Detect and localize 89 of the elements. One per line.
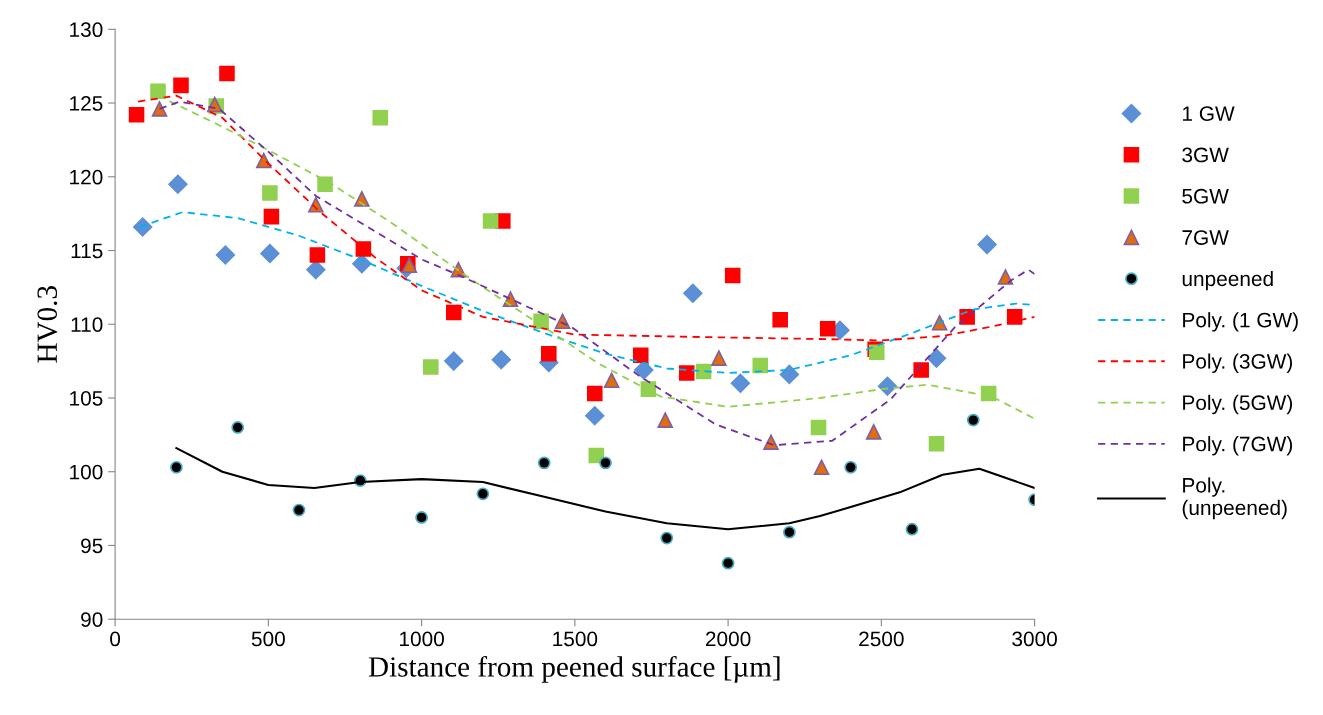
y-tick-label: 125 [70, 96, 103, 111]
y-tick-label: 105 [70, 390, 103, 406]
point [730, 373, 751, 393]
point [997, 269, 1014, 285]
point [634, 360, 654, 380]
point [782, 525, 796, 539]
point [541, 345, 557, 362]
y-tick-label: 120 [70, 169, 103, 185]
legend-label: Poly. (7GW) [1183, 436, 1293, 456]
point [170, 460, 183, 474]
legend-label: Poly. (5GW) [1183, 394, 1293, 415]
point [810, 419, 827, 436]
point [215, 245, 236, 265]
y-axis-title: HV0.3 [37, 286, 58, 363]
point [415, 511, 428, 524]
legend-label: 7GW [1182, 230, 1229, 245]
x-tick-label: 0 [110, 631, 121, 647]
point [632, 347, 649, 364]
point [168, 174, 188, 194]
point [151, 101, 168, 117]
point [905, 522, 919, 536]
point [309, 247, 326, 263]
point [819, 320, 836, 337]
y-tick-label: 100 [70, 464, 103, 480]
point [711, 350, 727, 366]
x-tick-label: 2500 [859, 631, 904, 647]
y-tick-label: 90 [81, 612, 103, 627]
point [133, 217, 153, 237]
y-tick-label: 130 [70, 22, 103, 38]
point [262, 185, 278, 201]
point [599, 456, 612, 470]
legend-label: Poly. (3GW) [1183, 353, 1293, 373]
point [586, 385, 603, 402]
legend-label: Poly. (1 GW) [1183, 312, 1298, 332]
point [317, 176, 333, 192]
point [966, 413, 980, 427]
point [877, 376, 898, 396]
point [640, 381, 657, 397]
point [779, 364, 800, 385]
point [476, 487, 490, 501]
legend-label: 5GW [1182, 188, 1229, 204]
point [231, 421, 245, 434]
point [292, 503, 306, 517]
point [813, 459, 830, 476]
point [306, 260, 326, 280]
point [444, 351, 464, 371]
point [482, 213, 499, 229]
x-tick-label: 2000 [705, 631, 751, 647]
point [128, 107, 145, 123]
point [928, 435, 945, 452]
point [683, 283, 703, 303]
legend-label: unpeened [1182, 270, 1273, 291]
y-tick-label: 95 [81, 538, 103, 554]
point [772, 312, 788, 328]
point [585, 406, 605, 426]
point [913, 362, 929, 378]
point [865, 424, 882, 440]
x-tick-label: 500 [251, 631, 285, 647]
point [537, 456, 551, 470]
point [263, 208, 280, 225]
point [724, 267, 741, 284]
point [977, 234, 997, 255]
point [603, 372, 620, 389]
legend-label: Poly. (unpeened) [1182, 477, 1287, 520]
point [372, 110, 388, 126]
y-tick-label: 110 [71, 317, 103, 333]
point [219, 65, 235, 82]
x-axis-title: Distance from peened surface [µm] [368, 655, 780, 683]
point [660, 531, 674, 545]
point [1006, 309, 1023, 325]
x-tick-label: 3000 [1012, 631, 1057, 647]
x-tick-label: 1000 [400, 631, 444, 647]
point [445, 304, 462, 321]
point [721, 556, 735, 570]
point [355, 241, 372, 257]
point [752, 357, 769, 374]
point [844, 460, 858, 474]
point [173, 77, 189, 94]
point [260, 243, 280, 264]
point [150, 83, 166, 100]
point [657, 412, 674, 428]
point [678, 365, 695, 381]
point [491, 349, 511, 370]
point [926, 348, 947, 368]
point [423, 359, 439, 375]
y-tick-label: 115 [71, 243, 103, 259]
legend-label: 3GW [1182, 147, 1229, 163]
legend-label: 1 GW [1183, 106, 1235, 121]
x-tick-label: 1500 [553, 631, 598, 647]
